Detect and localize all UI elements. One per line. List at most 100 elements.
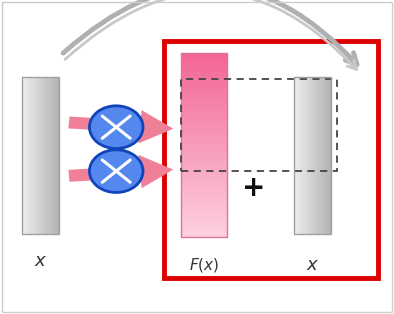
Bar: [181, 62, 227, 65]
Bar: [181, 76, 227, 78]
FancyArrow shape: [69, 110, 173, 143]
Bar: [50, 77, 51, 234]
Bar: [295, 77, 296, 234]
Bar: [301, 77, 302, 234]
Bar: [181, 232, 227, 235]
Bar: [317, 77, 318, 234]
Bar: [181, 209, 227, 212]
Bar: [181, 69, 227, 72]
Bar: [181, 127, 227, 129]
Bar: [181, 78, 337, 171]
FancyArrow shape: [69, 155, 173, 188]
Bar: [181, 85, 227, 88]
FancyArrowPatch shape: [63, 0, 357, 65]
Bar: [39, 77, 40, 234]
Bar: [25, 77, 26, 234]
Bar: [181, 182, 227, 184]
Bar: [164, 41, 378, 278]
Bar: [326, 77, 327, 234]
Bar: [304, 77, 305, 234]
Bar: [42, 77, 43, 234]
Bar: [40, 77, 41, 234]
Bar: [181, 72, 227, 74]
Bar: [32, 77, 33, 234]
Bar: [322, 77, 323, 234]
Bar: [181, 138, 227, 141]
Bar: [36, 77, 37, 234]
Bar: [181, 118, 227, 120]
Bar: [52, 77, 53, 234]
Bar: [296, 77, 297, 234]
Bar: [181, 106, 227, 109]
Bar: [31, 77, 32, 234]
Bar: [181, 216, 227, 219]
Bar: [181, 152, 227, 154]
Bar: [307, 77, 308, 234]
Bar: [181, 166, 227, 168]
Bar: [325, 77, 326, 234]
Bar: [181, 141, 227, 143]
Bar: [55, 77, 56, 234]
Bar: [58, 77, 59, 234]
Bar: [306, 77, 307, 234]
Bar: [181, 78, 227, 81]
Bar: [181, 150, 227, 152]
Bar: [181, 129, 227, 132]
Bar: [51, 77, 52, 234]
Bar: [181, 113, 227, 115]
Bar: [181, 115, 227, 118]
Bar: [35, 77, 36, 234]
Bar: [305, 77, 306, 234]
Bar: [181, 196, 227, 198]
Bar: [181, 230, 227, 232]
Bar: [181, 203, 227, 205]
Bar: [23, 77, 24, 234]
FancyArrowPatch shape: [65, 0, 357, 69]
Bar: [181, 92, 227, 95]
Bar: [181, 157, 227, 159]
Bar: [324, 77, 325, 234]
Bar: [181, 228, 227, 230]
Bar: [181, 102, 227, 104]
Bar: [181, 65, 227, 67]
Bar: [26, 77, 27, 234]
Bar: [181, 56, 227, 58]
Bar: [319, 77, 320, 234]
Bar: [181, 104, 227, 106]
Circle shape: [89, 150, 143, 192]
Bar: [181, 134, 227, 136]
Bar: [321, 77, 322, 234]
Bar: [316, 77, 317, 234]
Bar: [181, 53, 227, 56]
Bar: [28, 77, 29, 234]
Bar: [181, 200, 227, 203]
Bar: [181, 74, 227, 76]
Bar: [298, 77, 299, 234]
Bar: [181, 99, 227, 102]
Bar: [181, 177, 227, 180]
Bar: [329, 77, 330, 234]
Bar: [22, 77, 23, 234]
Bar: [34, 77, 35, 234]
Bar: [181, 132, 227, 134]
Bar: [181, 108, 227, 111]
Bar: [181, 95, 227, 97]
Bar: [48, 77, 49, 234]
Bar: [29, 77, 30, 234]
Bar: [22, 77, 59, 234]
Bar: [181, 90, 227, 92]
Bar: [181, 81, 227, 83]
Bar: [57, 77, 58, 234]
Bar: [181, 125, 227, 127]
Bar: [309, 77, 310, 234]
Text: $x$: $x$: [34, 252, 47, 270]
Circle shape: [89, 106, 143, 149]
Bar: [33, 77, 34, 234]
Bar: [181, 191, 227, 193]
Bar: [181, 60, 227, 62]
Bar: [313, 77, 314, 234]
Bar: [37, 77, 38, 234]
Bar: [49, 77, 50, 234]
Bar: [181, 136, 227, 138]
Bar: [181, 198, 227, 200]
